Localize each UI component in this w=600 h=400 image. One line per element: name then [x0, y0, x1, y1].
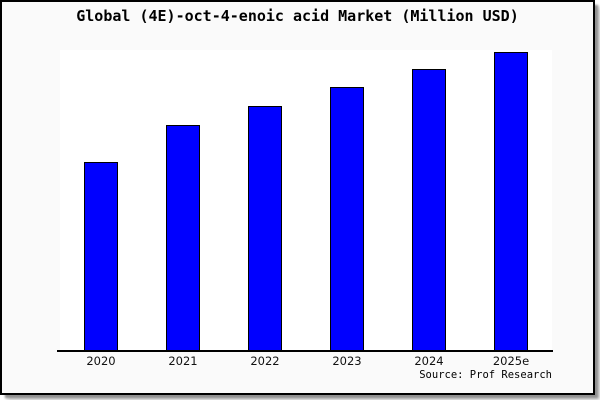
x-tick-label-2022: 2022 — [250, 354, 280, 368]
bar-2023 — [330, 86, 364, 350]
x-tick-label-2023: 2023 — [332, 354, 362, 368]
x-tick-label-2020: 2020 — [86, 354, 116, 368]
x-tick-label-2021: 2021 — [168, 354, 198, 368]
chart-frame: Global (4E)-oct-4-enoic acid Market (Mil… — [0, 0, 595, 395]
bar-2021 — [166, 125, 200, 350]
chart-title: Global (4E)-oct-4-enoic acid Market (Mil… — [76, 7, 519, 25]
plot-area — [60, 50, 552, 350]
x-tick-label-2025e: 2025e — [492, 354, 530, 368]
x-tick-label-2024: 2024 — [414, 354, 444, 368]
bar-2025e — [494, 52, 528, 350]
bar-2022 — [248, 105, 282, 350]
bar-2024 — [412, 69, 446, 350]
bar-2020 — [84, 161, 118, 350]
source-caption: Source: Prof Research — [419, 369, 552, 381]
x-axis-line — [57, 350, 553, 352]
